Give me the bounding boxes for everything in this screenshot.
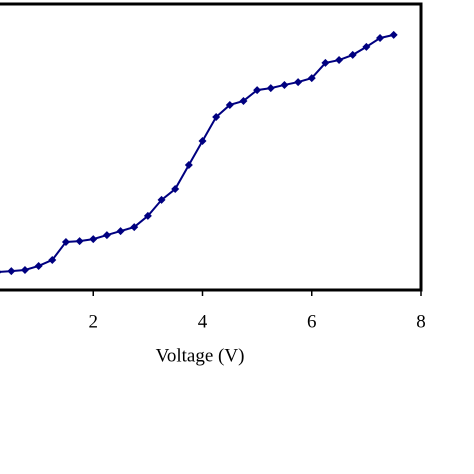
marker <box>225 100 234 109</box>
marker <box>20 265 29 274</box>
marker <box>157 195 166 204</box>
marker <box>34 261 43 270</box>
x-axis-label: Voltage (V) <box>156 345 245 366</box>
marker <box>321 58 330 67</box>
marker <box>61 237 70 246</box>
marker <box>348 50 357 59</box>
marker <box>184 161 193 170</box>
marker <box>376 34 385 43</box>
marker <box>294 78 303 87</box>
x-tick-label: 4 <box>198 311 208 332</box>
marker <box>335 56 344 65</box>
marker <box>102 231 111 240</box>
marker <box>143 211 152 220</box>
marker <box>266 84 275 93</box>
x-tick-label: 6 <box>307 311 317 332</box>
marker <box>48 255 57 264</box>
marker <box>307 74 316 83</box>
marker <box>89 235 98 244</box>
marker <box>389 30 398 39</box>
marker <box>253 86 262 95</box>
marker <box>280 80 289 89</box>
marker <box>130 223 139 232</box>
marker <box>198 136 207 145</box>
marker <box>116 227 125 236</box>
marker <box>171 185 180 194</box>
marker <box>239 96 248 105</box>
marker <box>7 267 16 276</box>
marker <box>75 237 84 246</box>
marker <box>362 42 371 51</box>
series-line <box>0 33 394 273</box>
marker <box>212 112 221 121</box>
x-tick-label: 8 <box>416 311 426 332</box>
marker <box>0 270 2 274</box>
x-tick-label: 2 <box>89 311 99 332</box>
